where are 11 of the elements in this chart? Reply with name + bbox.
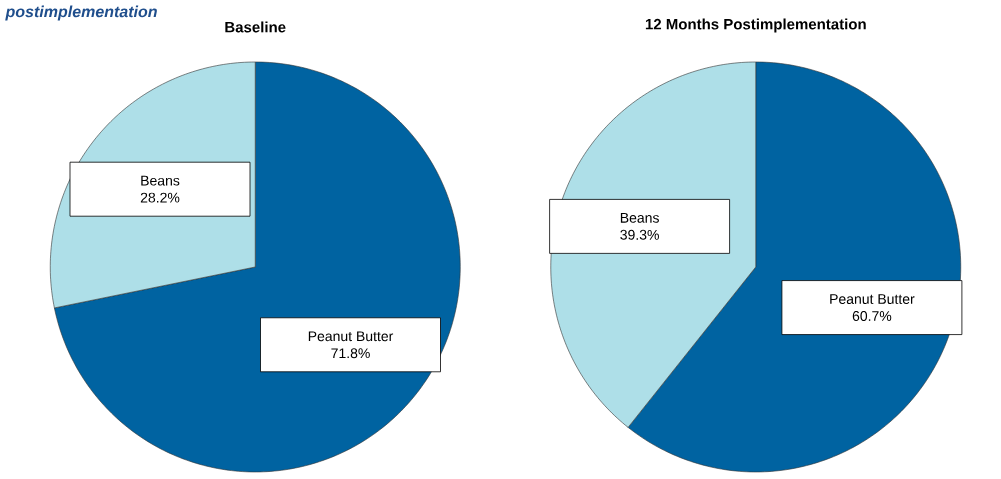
data-label: 71.8% <box>331 348 370 359</box>
slice-label: Beans <box>620 213 659 223</box>
slice-label: Beans <box>141 175 180 186</box>
text: postimplementation <box>5 5 157 21</box>
chart-title: Baseline <box>225 21 286 33</box>
slice-label: Peanut Butter <box>830 294 915 304</box>
data-label: 60.7% <box>852 311 892 321</box>
slice-label: Peanut Butter <box>308 331 394 342</box>
chart-title: 12 Months Postimplementation <box>645 18 866 33</box>
data-label: 39.3% <box>620 229 659 240</box>
data-label: 28.2% <box>140 192 180 203</box>
